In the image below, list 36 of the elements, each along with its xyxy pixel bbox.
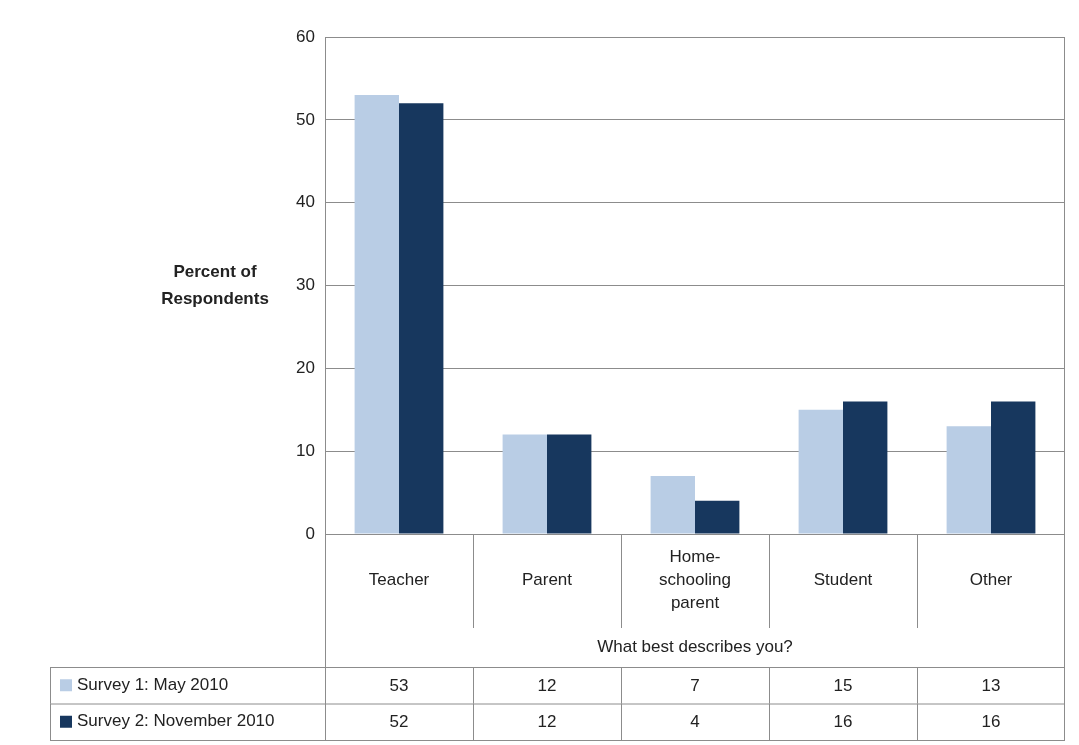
bar xyxy=(354,94,399,534)
bar xyxy=(502,434,547,534)
x-tick-label: Other xyxy=(969,569,1013,589)
bar xyxy=(798,409,843,534)
x-tick-label: Teacher xyxy=(368,569,430,589)
data-label: 15 xyxy=(833,675,853,695)
data-label: 52 xyxy=(389,712,409,732)
data-label: 16 xyxy=(833,712,853,732)
data-label: 16 xyxy=(981,712,1001,732)
bar xyxy=(650,476,695,534)
y-axis-title: Percent of Respondents xyxy=(161,262,269,309)
bar xyxy=(946,426,991,534)
data-label: 13 xyxy=(981,675,1001,695)
x-tick-label: Parent xyxy=(521,569,573,589)
data-label: 12 xyxy=(537,675,557,695)
data-label: 7 xyxy=(690,675,700,695)
bar xyxy=(399,103,444,534)
bar xyxy=(695,500,740,534)
y-tick-label: 20 xyxy=(296,358,315,378)
x-tick-label: Home-schooling parent xyxy=(659,546,731,612)
bar xyxy=(843,401,888,534)
y-tick-label: 10 xyxy=(296,440,315,460)
y-tick-label: 50 xyxy=(296,109,315,129)
legend-label: Survey 1: May 2010 xyxy=(77,674,229,694)
data-label: 4 xyxy=(690,712,700,732)
y-tick-label: 60 xyxy=(296,26,315,46)
legend-label: Survey 2: November 2010 xyxy=(77,711,275,731)
data-label: 53 xyxy=(389,675,409,695)
bar xyxy=(547,434,592,534)
bar xyxy=(991,401,1036,534)
x-axis-title: What best describes you? xyxy=(597,636,793,656)
data-label: 12 xyxy=(537,712,557,732)
x-tick-label: Student xyxy=(813,569,873,589)
y-tick-label: 40 xyxy=(296,192,315,212)
y-tick-label: 0 xyxy=(305,523,315,543)
y-tick-label: 30 xyxy=(296,275,315,295)
